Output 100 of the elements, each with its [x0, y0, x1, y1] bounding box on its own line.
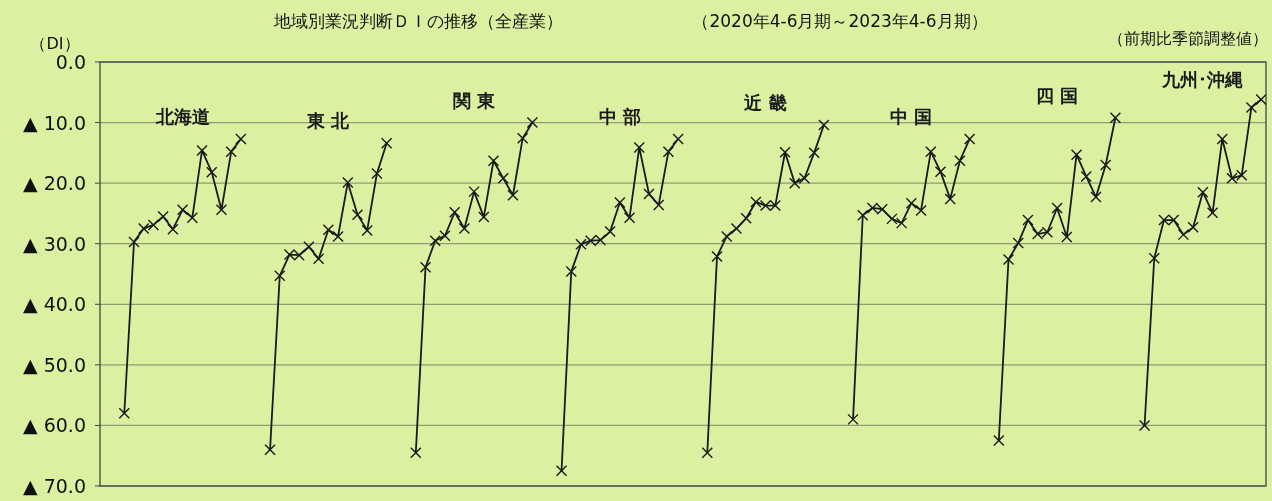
y-tick-label: ▲ 30.0: [23, 232, 86, 255]
y-tick-label: ▲ 40.0: [23, 293, 86, 316]
point: [604, 225, 616, 238]
point: [993, 434, 1005, 447]
point: [118, 407, 130, 420]
y-tick-label: 0.0: [55, 51, 86, 73]
point: [1245, 101, 1258, 114]
point: [235, 133, 247, 145]
point: [176, 204, 189, 216]
point: [662, 145, 675, 158]
point: [1177, 228, 1190, 241]
point: [312, 253, 325, 265]
y-tick-label: ▲ 10.0: [23, 111, 86, 134]
y-tick-label: ▲ 60.0: [23, 414, 86, 437]
point: [1138, 419, 1151, 432]
point: [157, 210, 169, 223]
point: [410, 446, 422, 459]
point: [468, 185, 480, 198]
point: [1061, 231, 1073, 243]
point: [555, 465, 568, 477]
point: [623, 211, 636, 224]
point: [439, 230, 451, 242]
point: [565, 265, 577, 278]
point: [1197, 186, 1209, 198]
point: [206, 166, 218, 178]
point: [808, 147, 820, 159]
point: [614, 196, 626, 209]
point: [303, 241, 315, 253]
point: [779, 146, 791, 158]
point: [750, 196, 762, 208]
point: [1002, 253, 1015, 266]
y-tick-label: ▲ 50.0: [23, 353, 86, 376]
series-label: 四 国: [1035, 84, 1079, 106]
point: [1012, 237, 1024, 249]
point: [225, 145, 237, 158]
point: [740, 212, 752, 224]
point: [332, 230, 344, 243]
point: [478, 211, 490, 223]
series-label: 九州･沖縄: [1161, 69, 1244, 90]
point: [954, 155, 966, 167]
point: [128, 236, 140, 248]
point: [857, 209, 869, 221]
point: [1022, 214, 1034, 226]
series-label: 北海道: [154, 105, 210, 127]
point: [818, 119, 830, 131]
point: [371, 167, 383, 180]
point: [1070, 148, 1083, 161]
point: [798, 172, 811, 184]
point: [196, 144, 208, 157]
point: [419, 261, 432, 274]
series-label: 関 東: [452, 89, 496, 111]
point: [925, 145, 937, 158]
y-axis-title: （DI）: [30, 34, 80, 53]
point: [643, 188, 655, 200]
series-label: 東 北: [306, 110, 351, 132]
point: [487, 155, 500, 167]
point: [138, 222, 150, 235]
point: [915, 204, 927, 217]
point: [458, 222, 471, 235]
point: [721, 230, 733, 243]
point: [1216, 133, 1228, 145]
point: [1099, 159, 1112, 171]
point: [963, 133, 976, 145]
point: [1051, 202, 1063, 214]
point: [633, 141, 645, 154]
point: [701, 446, 713, 459]
point: [351, 208, 364, 221]
point: [448, 206, 461, 218]
point: [575, 238, 587, 251]
point: [322, 224, 335, 236]
point: [730, 222, 743, 235]
point: [1187, 221, 1199, 234]
point: [789, 177, 801, 189]
point: [711, 250, 723, 263]
point: [653, 199, 665, 211]
series-label: 近 畿: [743, 91, 787, 113]
point: [380, 137, 393, 149]
point: [895, 217, 908, 229]
point: [274, 270, 286, 282]
point: [526, 116, 539, 129]
point: [886, 213, 898, 225]
chart-title: 地域別業況判断ＤＩの推移（全産業）: [272, 11, 563, 31]
point: [342, 176, 354, 189]
point: [672, 133, 684, 145]
series-label: 中 部: [598, 105, 641, 127]
point: [1090, 191, 1102, 203]
point: [1206, 207, 1219, 219]
point: [847, 413, 859, 426]
point: [516, 132, 529, 145]
point: [147, 219, 160, 231]
chart-subtitle: （2020年4-6月期～2023年4-6月期）: [692, 11, 988, 31]
series-label: 中 国: [890, 105, 933, 127]
point: [1148, 252, 1160, 264]
point: [186, 211, 199, 224]
point: [361, 224, 373, 237]
point: [429, 234, 441, 247]
text: （前期比季節調整値）: [1108, 29, 1268, 48]
point: [1080, 170, 1092, 183]
y-tick-label: ▲ 70.0: [23, 475, 86, 497]
point: [1255, 93, 1267, 106]
